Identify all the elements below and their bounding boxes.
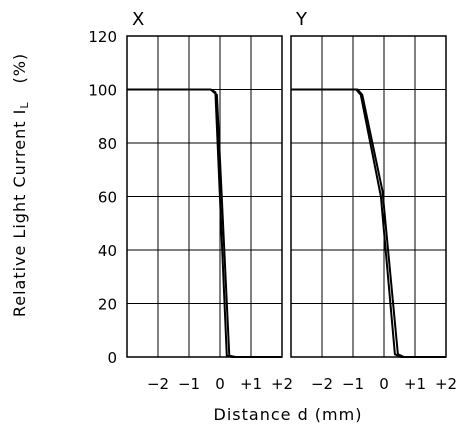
y-axis-title-unit: (%) <box>10 53 29 84</box>
series-line <box>291 88 446 358</box>
y-tick-label: 80 <box>98 135 117 153</box>
x-tick-label: +2 <box>271 375 293 393</box>
x-tick-label: −2 <box>147 375 169 393</box>
panel-title: Y <box>295 9 308 30</box>
x-tick-label: 0 <box>379 375 389 393</box>
x-tick-label: −1 <box>342 375 364 393</box>
x-tick-label: 0 <box>215 375 225 393</box>
y-tick-label: 60 <box>98 189 117 207</box>
plot-frame <box>126 35 283 358</box>
series-line <box>127 88 282 358</box>
y-tick-label: 120 <box>88 28 117 46</box>
panel-y: −2 −1 0 +1 +2 Y <box>290 9 457 393</box>
x-axis-title: Distance d (mm) <box>214 405 363 424</box>
y-tick-label: 0 <box>107 349 117 367</box>
y-axis-title-subscript: L <box>18 102 31 109</box>
y-tick-label: 100 <box>88 82 117 100</box>
y-axis-title-main: Relative Light Current I <box>10 109 29 318</box>
series-line <box>291 88 446 358</box>
panels-layer: 0 20 40 60 80 100 120 −2 −1 0 +1 +2 X −2 −1 0 +1 +2 Y <box>88 9 457 393</box>
y-tick-label: 40 <box>98 242 117 260</box>
y-tick-label: 20 <box>98 296 117 314</box>
panel-title: X <box>132 9 144 30</box>
x-tick-label: −2 <box>311 375 333 393</box>
x-tick-label: +1 <box>404 375 426 393</box>
panel-x: −2 −1 0 +1 +2 X <box>126 9 293 393</box>
plot-frame <box>290 35 447 358</box>
series-line <box>127 88 282 358</box>
y-axis-title: Relative Light Current IL (%) <box>10 53 31 317</box>
x-tick-label: +1 <box>240 375 262 393</box>
x-tick-label: −1 <box>178 375 200 393</box>
x-tick-label: +2 <box>435 375 457 393</box>
